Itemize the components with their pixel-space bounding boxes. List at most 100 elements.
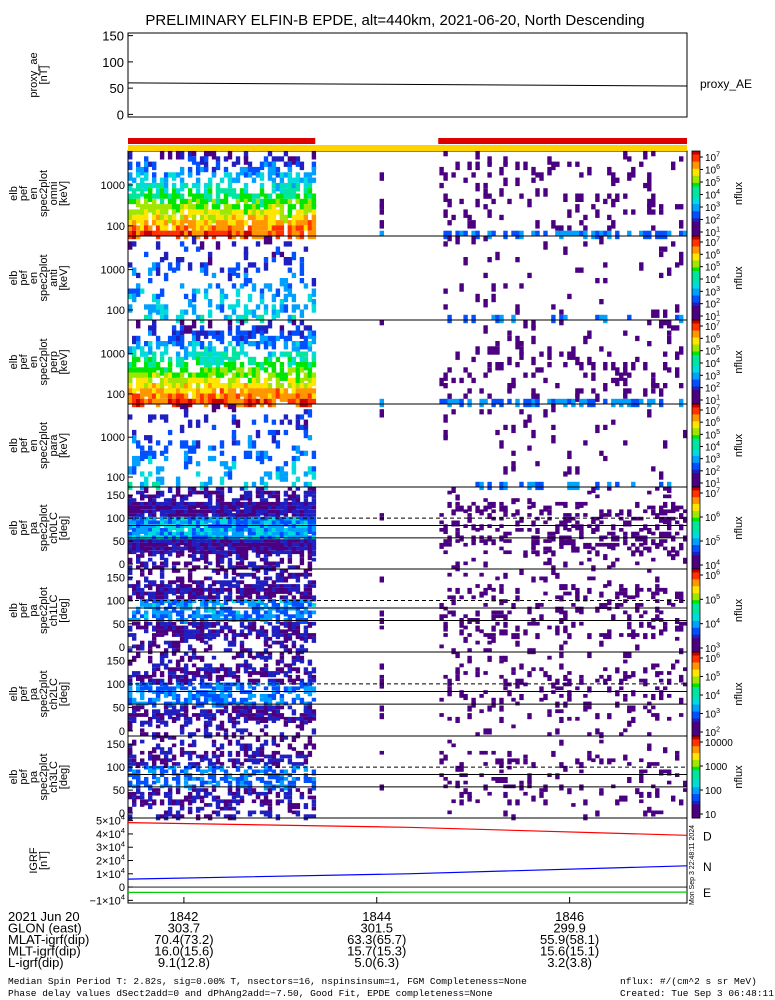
heat-cell	[207, 667, 213, 672]
heat-cell	[279, 599, 285, 603]
heat-cell	[299, 554, 305, 558]
heat-cell	[299, 682, 305, 689]
heat-cell	[275, 230, 281, 240]
heat-cell	[136, 341, 141, 350]
heat-cell	[152, 161, 157, 171]
heat-cell	[128, 713, 133, 717]
heat-cell	[283, 720, 289, 727]
heat-cell	[531, 388, 536, 397]
heat-cell	[443, 435, 448, 441]
heat-cell	[215, 754, 221, 759]
heat-cell	[191, 535, 197, 542]
heat-cell	[267, 351, 273, 360]
heat-cell	[311, 531, 317, 536]
heat-cell	[299, 636, 305, 641]
heat-cell	[287, 591, 293, 596]
heat-cell	[611, 220, 616, 229]
heat-cell	[175, 172, 181, 178]
heat-cell	[227, 546, 233, 551]
heat-cell	[479, 398, 484, 408]
heat-cell	[163, 762, 169, 769]
heat-cell	[163, 584, 169, 588]
heat-cell	[251, 610, 257, 615]
heat-cell	[235, 341, 241, 347]
heat-cell	[251, 230, 257, 240]
heat-cell	[215, 283, 221, 289]
heat-cell	[183, 671, 189, 675]
heat-cell	[439, 513, 444, 517]
heat-cell	[227, 750, 233, 757]
heat-cell	[195, 520, 201, 525]
heat-cell	[311, 513, 317, 517]
heat-cell	[163, 377, 169, 387]
heat-cell	[287, 383, 293, 389]
heat-cell	[243, 450, 249, 459]
heat-cell	[243, 750, 249, 757]
heat-cell	[659, 531, 664, 538]
heat-cell	[251, 671, 257, 675]
heat-cell	[591, 230, 596, 240]
heat-cell	[271, 230, 277, 236]
heat-cell	[211, 346, 217, 352]
heat-cell	[152, 182, 157, 189]
heat-cell	[603, 362, 608, 371]
heat-cell	[583, 214, 588, 221]
heat-cell	[303, 204, 309, 213]
heat-cell	[140, 561, 145, 568]
heat-cell	[223, 520, 229, 525]
heat-cell	[163, 509, 169, 514]
heat-cell	[519, 409, 524, 415]
heat-cell	[659, 629, 664, 636]
heat-cell	[287, 565, 293, 569]
heat-cell	[455, 561, 460, 568]
heat-cell	[311, 351, 317, 360]
heat-cell	[567, 671, 572, 675]
heat-cell	[227, 220, 233, 226]
heat-cell	[163, 621, 169, 628]
heat-cell	[148, 501, 153, 508]
heat-cell	[171, 799, 177, 806]
heat-cell	[275, 225, 281, 231]
heat-cell	[311, 501, 317, 506]
heat-cell	[259, 498, 265, 505]
heat-cell	[379, 576, 384, 583]
heat-cell	[159, 466, 165, 472]
y-axis-label: proxy_ae	[28, 52, 40, 97]
heat-cell	[227, 758, 233, 763]
heat-cell	[219, 367, 225, 376]
heat-cell	[163, 777, 169, 783]
heat-cell	[295, 528, 301, 532]
colorbar-cell	[692, 631, 700, 636]
heat-cell	[307, 633, 313, 640]
heat-cell	[171, 498, 177, 502]
heat-cell	[235, 667, 241, 674]
heat-cell	[551, 435, 556, 444]
heat-cell	[483, 272, 488, 279]
heat-cell	[251, 209, 257, 218]
heat-cell	[152, 516, 157, 521]
heat-cell	[463, 572, 468, 577]
heat-cell	[279, 694, 285, 701]
heat-cell	[187, 542, 193, 549]
colorbar-cell	[692, 168, 700, 173]
heat-cell	[247, 572, 253, 577]
heat-cell	[459, 505, 464, 512]
heat-cell	[307, 330, 313, 339]
heat-cell	[623, 393, 628, 399]
heat-cell	[215, 487, 221, 491]
heat-cell	[203, 414, 209, 423]
heat-cell	[128, 795, 133, 800]
heat-cell	[191, 599, 197, 603]
heat-cell	[259, 705, 265, 710]
heat-cell	[631, 633, 636, 640]
heat-cell	[235, 209, 241, 215]
heat-cell	[179, 320, 185, 326]
heat-cell	[551, 569, 556, 575]
heat-cell	[136, 705, 141, 712]
heat-cell	[136, 501, 141, 506]
heat-cell	[195, 461, 201, 467]
heat-cell	[247, 513, 253, 517]
heat-cell	[279, 501, 285, 508]
colorbar-tick-label: 107	[705, 321, 720, 334]
heat-cell	[491, 636, 496, 643]
